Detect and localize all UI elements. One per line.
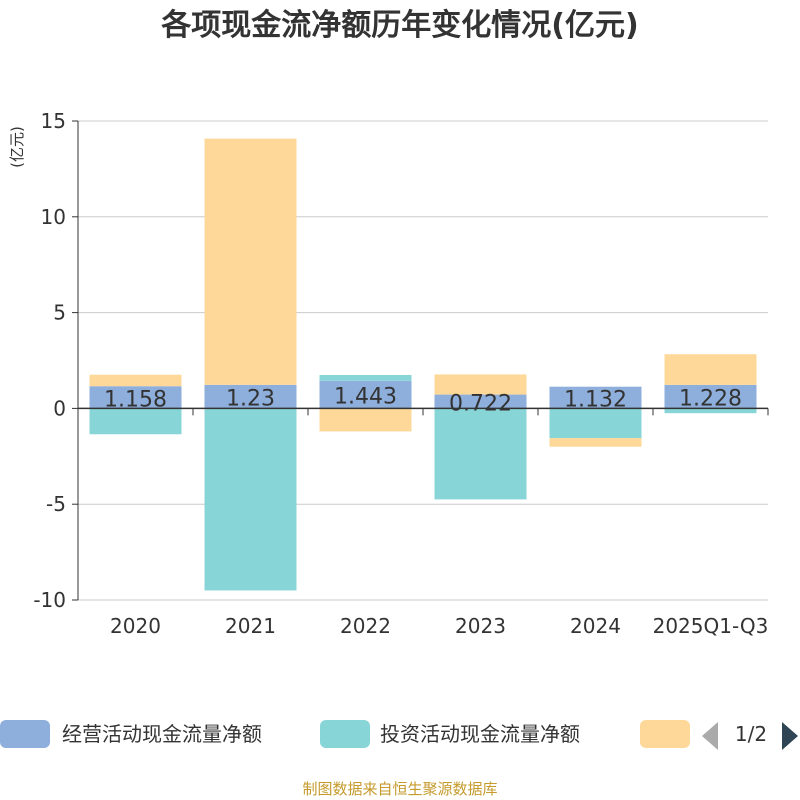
bars bbox=[89, 138, 757, 591]
y-axis-label: (亿元) bbox=[8, 126, 26, 168]
bar-series1-2023 bbox=[434, 394, 527, 409]
data-label: 1.132 bbox=[564, 388, 627, 413]
legend-page-indicator: 1/2 bbox=[735, 722, 767, 746]
bar-series2-2021 bbox=[204, 408, 297, 591]
legend-prev-icon[interactable] bbox=[702, 722, 718, 750]
x-tick-label: 2021 bbox=[225, 614, 276, 638]
axes: 15 10 5 0 -5 -10 (亿元) 2020 2021 2022 2023 2024 2025Q… bbox=[8, 109, 769, 638]
data-label: 1.228 bbox=[679, 387, 742, 412]
legend-label[interactable]: 投资活动现金流量净额 bbox=[380, 722, 580, 746]
bar-series2-2023 bbox=[434, 408, 527, 500]
y-tick-label: 10 bbox=[41, 205, 66, 229]
bar-series2-2025Q1-Q3 bbox=[664, 408, 757, 414]
x-tick-label: 2025Q1-Q3 bbox=[653, 614, 769, 638]
y-tick-label: -5 bbox=[46, 492, 66, 516]
x-tick-label: 2020 bbox=[110, 614, 161, 638]
y-tick-label: 15 bbox=[41, 109, 66, 133]
y-tick-label: -10 bbox=[33, 588, 66, 612]
bar-series1-2022 bbox=[319, 380, 412, 409]
bar-series1-2025Q1-Q3 bbox=[664, 384, 757, 409]
bar-series3-2021 bbox=[204, 138, 297, 385]
source-note: 制图数据来自恒生聚源数据库 bbox=[302, 780, 498, 798]
bar-series2-2022 bbox=[319, 375, 412, 381]
chart-title: 各项现金流净额历年变化情况(亿元) bbox=[161, 8, 639, 43]
bar-series2-2024 bbox=[549, 408, 642, 439]
bar-series3-2024 bbox=[549, 438, 642, 447]
data-label: 1.23 bbox=[226, 387, 275, 412]
x-tick-label: 2023 bbox=[455, 614, 506, 638]
legend-label[interactable]: 经营活动现金流量净额 bbox=[62, 722, 262, 746]
data-label: 1.158 bbox=[104, 387, 167, 412]
bar-series3-2025Q1-Q3 bbox=[664, 354, 757, 385]
data-label: 0.722 bbox=[449, 391, 512, 416]
legend-swatch[interactable] bbox=[0, 720, 50, 748]
bar-series1-2020 bbox=[89, 386, 182, 409]
legend: 经营活动现金流量净额 投资活动现金流量净额 1/2 bbox=[0, 720, 798, 750]
bar-series3-2020 bbox=[89, 374, 182, 387]
bar-series1-2024 bbox=[549, 386, 642, 409]
grid-lines bbox=[78, 120, 768, 601]
data-labels: 1.158 1.23 1.443 0.722 1.132 1.228 bbox=[104, 385, 742, 417]
y-tick-label: 5 bbox=[53, 301, 66, 325]
data-label: 1.443 bbox=[334, 385, 397, 410]
legend-swatch[interactable] bbox=[640, 720, 690, 748]
bar-series1-2021 bbox=[204, 384, 297, 409]
legend-swatch[interactable] bbox=[320, 720, 370, 748]
bar-series2-2020 bbox=[89, 408, 182, 435]
bar-series3-2023 bbox=[434, 374, 527, 395]
x-tick-label: 2022 bbox=[340, 614, 391, 638]
bar-series3-2022 bbox=[319, 408, 412, 432]
legend-next-icon[interactable] bbox=[782, 722, 798, 750]
y-tick-label: 0 bbox=[53, 396, 66, 420]
x-tick-label: 2024 bbox=[570, 614, 621, 638]
